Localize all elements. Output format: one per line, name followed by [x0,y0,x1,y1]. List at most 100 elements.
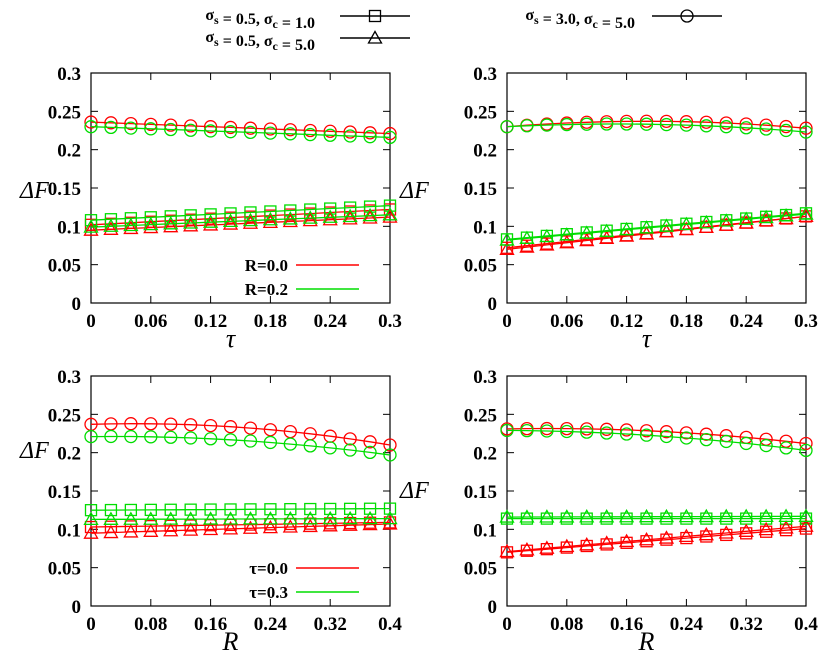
data-point [103,511,119,525]
series-line [506,515,807,518]
data-point [540,118,554,132]
data-point [718,508,734,523]
data-point [203,120,218,134]
x-tick-label: 0.4 [794,614,818,635]
data-point [363,445,377,460]
series-line [90,435,391,456]
x-tick-label: 0.3 [794,311,818,332]
top-legend-label-circle: σs = 3.0, σc = 5.0 [525,7,635,32]
data-point [282,211,298,225]
data-point [383,448,397,462]
data-point [798,508,814,522]
data-point [83,219,99,233]
x-tick-label: 0.32 [314,614,347,635]
series-line [506,427,807,445]
data-point [144,503,157,517]
y-tick-label: 0.05 [464,559,497,580]
data-point [798,206,814,220]
series-triangle-green [83,207,398,233]
data-point [124,503,138,517]
y-tick-label: 0 [488,597,498,618]
data-point [143,511,159,525]
data-point [322,209,338,223]
data-point [698,219,714,234]
data-point [323,128,337,142]
data-point [243,125,258,140]
y-axis-label: ΔF [19,178,49,204]
data-point [640,535,653,548]
series-triangle-green [83,510,398,526]
data-point [222,216,239,230]
series-triangle-green [499,508,814,523]
data-point [659,425,674,439]
inner-legend: τ=0.0 τ=0.3 [249,559,359,602]
data-point [262,511,279,525]
data-point [718,213,734,227]
data-point [383,126,397,141]
data-point [560,117,574,132]
data-point [164,122,178,137]
data-point [164,118,178,132]
data-point [324,502,337,516]
data-point [600,426,614,440]
data-point [520,512,534,525]
data-point [659,117,674,132]
data-point [580,422,594,436]
data-point [303,123,317,138]
data-point [104,429,118,444]
data-point [580,539,593,553]
data-point [620,512,633,525]
data-point [264,503,277,516]
data-point [104,120,118,135]
data-point [263,122,278,136]
series-triangle-red [499,208,814,255]
data-point [719,116,733,130]
data-point [363,130,377,144]
data-point [362,510,378,525]
data-point [204,208,217,221]
x-tick-label: 0.3 [378,311,402,332]
data-point [342,211,358,225]
data-point [302,212,318,227]
data-point [203,432,218,446]
data-point [322,517,338,532]
data-point [184,519,197,532]
y-tick-label: 0.25 [48,405,81,426]
series-line [90,523,391,534]
x-tick-label: 0.16 [194,614,227,635]
data-point [223,125,238,139]
data-point [699,119,713,133]
data-point [680,531,693,545]
data-point [600,538,613,551]
data-point [363,502,377,515]
data-point [342,510,358,525]
data-point [798,208,814,223]
data-point [539,509,555,523]
data-point [202,511,219,525]
panel-bottom-right: 0 0.08 0.16 0.24 0.32 0.4 0 0.05 0.1 0.15 0.2 0.25 0… [399,367,818,655]
top-legend-marker-circle [680,9,694,23]
data-point [243,434,258,448]
data-point [799,436,813,451]
data-point [163,218,179,233]
data-point [719,434,733,449]
data-point [600,422,614,436]
data-point [758,209,774,224]
y-tick-label: 0.2 [57,444,81,465]
data-point [144,122,158,136]
data-point [302,210,318,224]
data-point [758,212,774,227]
y-tick-label: 0.25 [464,405,497,426]
panel-bottom-left: 0 0.08 0.16 0.24 0.32 0.4 0 0.05 0.1 0.15 0.2 0.25 0… [19,367,402,655]
series-line [90,208,391,226]
data-point [303,127,317,142]
data-point [124,212,138,225]
data-point [184,418,198,432]
series-circle-green [500,117,813,139]
x-tick-label: 0 [86,614,96,635]
data-point [659,114,674,129]
data-point [124,116,138,131]
data-point [183,215,199,229]
data-point [84,214,98,227]
data-point [758,508,774,523]
